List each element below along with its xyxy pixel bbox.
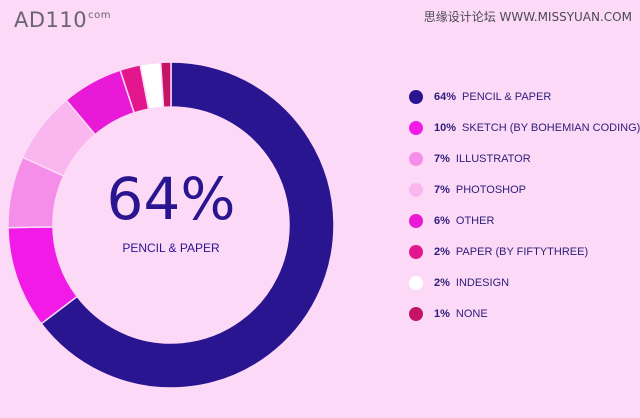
legend-item: 6% OTHER [409, 205, 637, 236]
legend-swatch [409, 182, 423, 197]
legend-percent: 10% [434, 121, 457, 134]
site-logo: AD110com [14, 8, 111, 32]
legend-item: 7% ILLUSTRATOR [409, 143, 637, 174]
legend-item: 1% NONE [409, 298, 637, 329]
legend-label: INDESIGN [455, 276, 510, 289]
legend-swatch [409, 120, 423, 135]
legend-swatch [409, 275, 423, 290]
legend-item: 7% PHOTOSHOP [409, 174, 637, 205]
donut-slices [7, 61, 335, 389]
legend-swatch [409, 244, 423, 259]
legend-swatch [409, 151, 423, 166]
legend-label: NONE [455, 307, 488, 320]
legend-percent: 6% [434, 214, 450, 227]
chart-legend: 64% PENCIL & PAPER 10% SKETCH (BY BOHEMIAN … [409, 81, 640, 329]
legend-swatch [409, 306, 423, 321]
logo-suffix: com [88, 10, 111, 21]
legend-label: SKETCH (BY BOHEMIAN CODING) [462, 121, 640, 134]
legend-percent: 1% [434, 307, 450, 320]
legend-percent: 64% [434, 90, 457, 103]
legend-percent: 2% [434, 276, 450, 289]
logo-text: AD110 [14, 8, 88, 32]
legend-item: 10% SKETCH (BY BOHEMIAN CODING) [409, 112, 640, 143]
center-value: 64% [107, 165, 236, 233]
legend-percent: 2% [434, 245, 450, 258]
center-label: PENCIL & PAPER [122, 241, 220, 255]
legend-percent: 7% [434, 152, 450, 165]
legend-percent: 7% [434, 183, 450, 196]
legend-item: 64% PENCIL & PAPER [409, 81, 637, 112]
legend-label: PAPER (BY FIFTYTHREE) [455, 245, 589, 258]
legend-item: 2% PAPER (BY FIFTYTHREE) [409, 236, 637, 267]
legend-label: PHOTOSHOP [455, 183, 526, 196]
donut-slice-pencil-paper [40, 61, 335, 389]
watermark-text: 思缘设计论坛 WWW.MISSYUAN.COM [423, 10, 632, 24]
legend-label: ILLUSTRATOR [455, 152, 531, 165]
legend-label: PENCIL & PAPER [462, 90, 552, 103]
legend-swatch [409, 213, 423, 228]
legend-swatch [409, 89, 423, 104]
legend-item: 2% INDESIGN [409, 267, 637, 298]
donut-slice-none [159, 61, 172, 109]
legend-label: OTHER [455, 214, 495, 227]
